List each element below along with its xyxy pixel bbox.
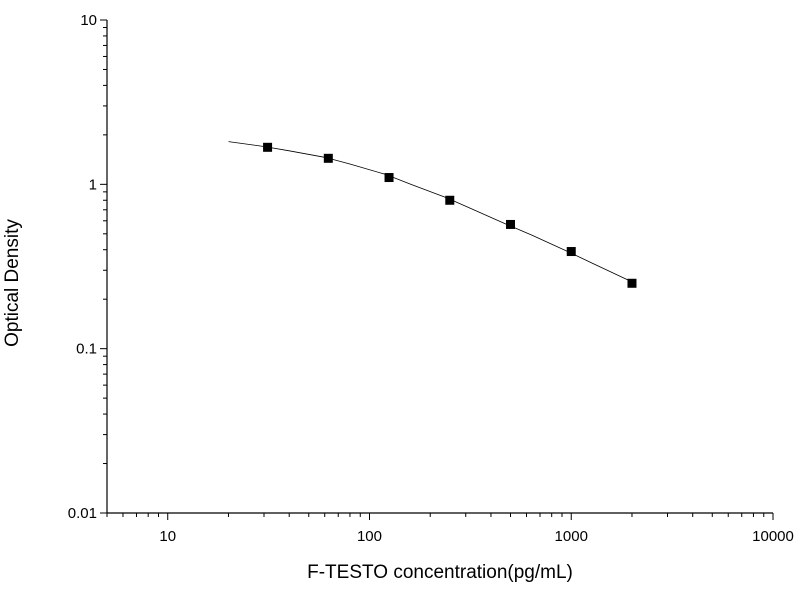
point <box>506 219 516 229</box>
x-tick-label: 10000 <box>752 528 794 545</box>
point <box>263 142 273 152</box>
y-tick-label: 0.01 <box>68 505 97 522</box>
point <box>627 278 637 288</box>
fit-curve <box>228 141 633 283</box>
point <box>323 153 333 163</box>
x-tick-label: 10 <box>159 528 176 545</box>
point <box>445 195 455 205</box>
y-tick-label: 0.1 <box>76 341 97 358</box>
x-tick-label: 100 <box>357 528 382 545</box>
x-tick-label: 1000 <box>555 528 588 545</box>
point <box>384 173 394 183</box>
y-tick-label: 1 <box>89 176 97 193</box>
x-axis-label: F-TESTO concentration(pg/mL) <box>307 562 573 583</box>
y-axis-label: Optical Density <box>2 219 23 347</box>
y-tick-label: 10 <box>80 12 97 29</box>
point <box>566 247 576 257</box>
